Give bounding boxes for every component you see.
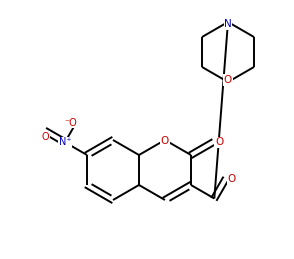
Text: O: O — [224, 75, 232, 85]
Text: ⁻O: ⁻O — [65, 118, 78, 128]
Text: N⁺: N⁺ — [59, 137, 71, 147]
Text: O: O — [161, 136, 169, 146]
Text: O: O — [228, 174, 236, 184]
Text: O: O — [42, 132, 49, 142]
Text: N: N — [224, 19, 232, 29]
Text: O: O — [215, 137, 223, 147]
